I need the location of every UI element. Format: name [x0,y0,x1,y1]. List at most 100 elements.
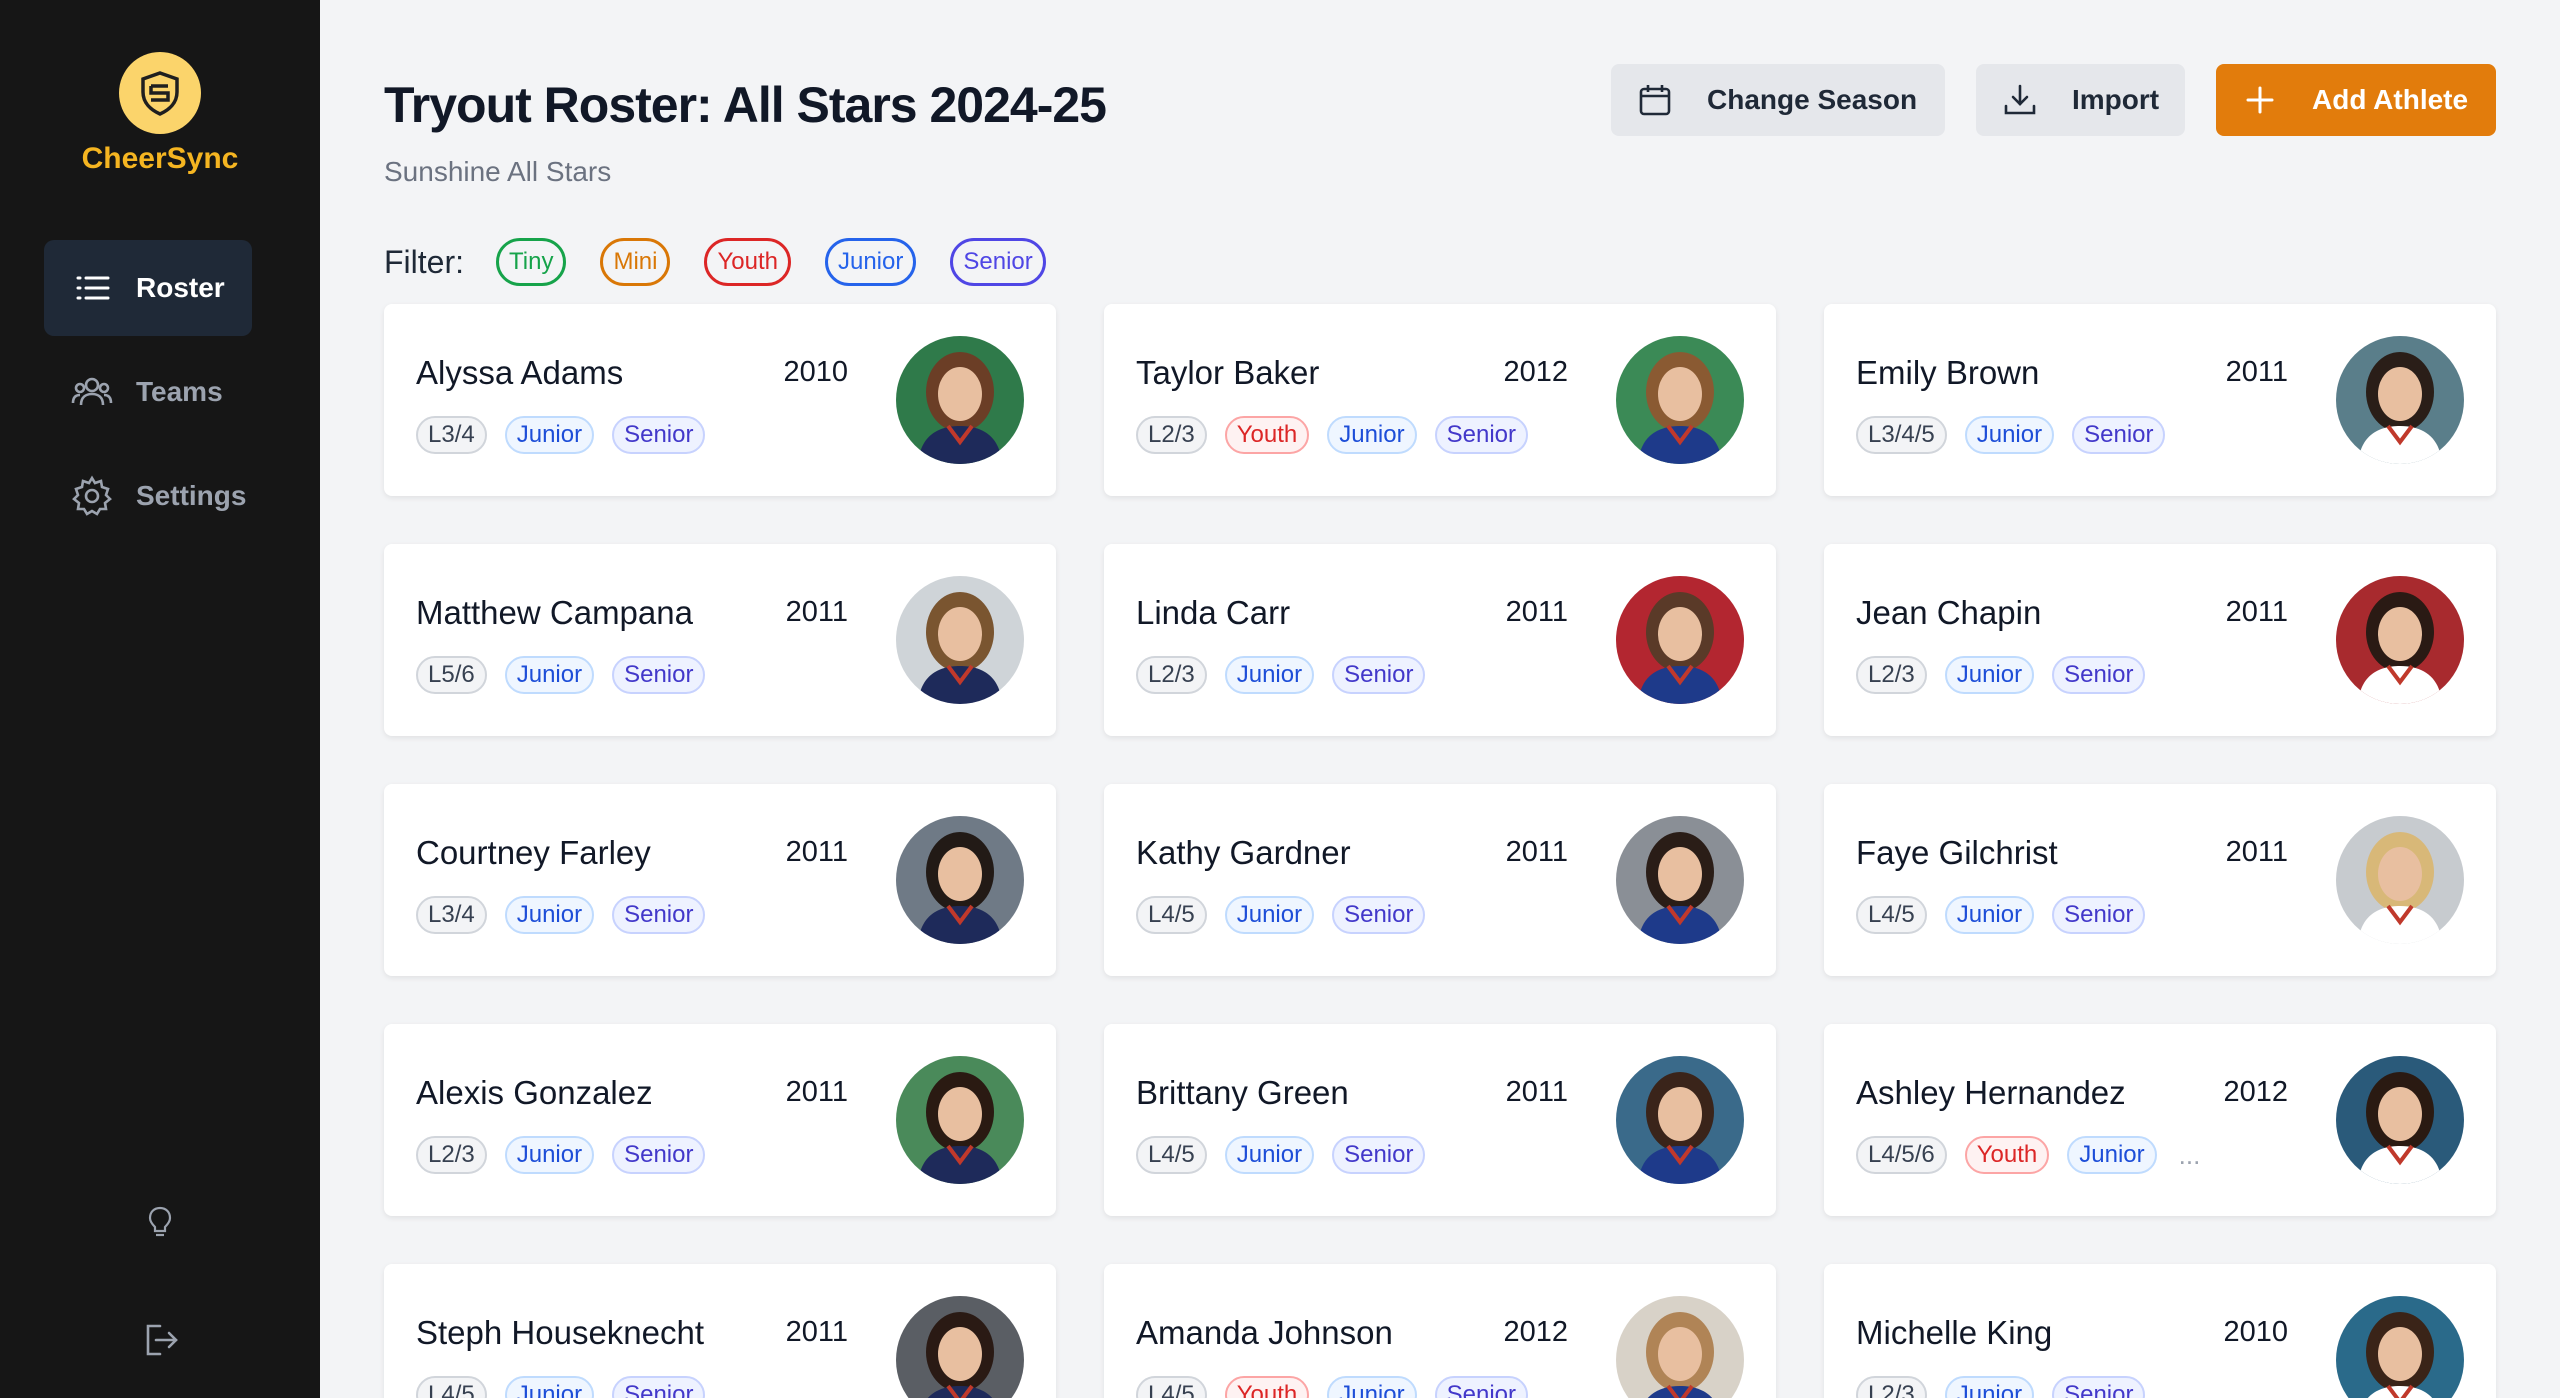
athlete-name: Linda Carr [1136,594,1291,631]
athlete-tags: L3/4 Junior Senior [416,416,723,454]
athlete-tags: L4/5 Youth Junior Senior [1136,1376,1546,1398]
filter-chip-senior[interactable]: Senior [950,238,1046,286]
athlete-avatar [1616,816,1744,944]
athlete-tags: L3/4/5 Junior Senior [1856,416,2183,454]
filter-chip-mini[interactable]: Mini [600,238,671,286]
athlete-card[interactable]: Linda Carr 2011 L2/3 Junior Senior [1104,544,1776,736]
athlete-name: Alexis Gonzalez [416,1074,653,1111]
athlete-avatar [2336,1056,2464,1184]
app-logo[interactable]: CheerSync [0,52,320,176]
division-badge: Junior [1224,1136,1315,1174]
athlete-tags: L2/3 Junior Senior [1856,656,2163,694]
division-badge: Senior [2052,1376,2146,1398]
sidebar-nav: Roster Teams Settings [44,240,252,552]
athlete-birth-year: 2011 [1505,1076,1568,1108]
athlete-card[interactable]: Jean Chapin 2011 L2/3 Junior Senior [1824,544,2496,736]
athlete-birth-year: 2011 [785,1316,848,1348]
athlete-tags: L2/3 Junior Senior [1136,656,1443,694]
athlete-card[interactable]: Matthew Campana 2011 L5/6 Junior Senior [384,544,1056,736]
athlete-tags: L4/5/6 Youth Junior... [1856,1136,2200,1174]
change-season-button[interactable]: Change Season [1611,64,1945,136]
more-badges-indicator[interactable]: ... [2178,1139,2201,1170]
athlete-card[interactable]: Alyssa Adams 2010 L3/4 Junior Senior [384,304,1056,496]
athlete-birth-year: 2011 [2225,356,2288,388]
athlete-birth-year: 2011 [785,596,848,628]
division-badge: Junior [504,656,595,694]
athlete-tags: L2/3 Junior Senior [416,1136,723,1174]
level-badge: L2/3 [1856,1376,1927,1398]
athlete-card[interactable]: Brittany Green 2011 L4/5 Junior Senior [1104,1024,1776,1216]
plus-icon [2240,80,2280,120]
division-badge: Junior [1964,416,2055,454]
list-icon [70,266,114,310]
athlete-birth-year: 2012 [2223,1076,2288,1108]
level-badge: L2/3 [1136,416,1207,454]
sidebar-item-label: Teams [136,376,223,407]
sidebar-item-settings[interactable]: Settings [44,448,252,544]
athlete-card[interactable]: Amanda Johnson 2012 L4/5 Youth Junior Senior [1104,1264,1776,1398]
athlete-name: Alyssa Adams [416,354,624,391]
division-badge: Senior [612,416,706,454]
level-badge: L2/3 [416,1136,487,1174]
athlete-card[interactable]: Kathy Gardner 2011 L4/5 Junior Senior [1104,784,1776,976]
athlete-card[interactable]: Michelle King 2010 L2/3 Junior Senior [1824,1264,2496,1398]
athlete-name: Michelle King [1856,1314,2053,1351]
athlete-birth-year: 2011 [785,836,848,868]
logout-icon[interactable] [140,1320,180,1360]
athlete-name: Brittany Green [1136,1074,1349,1111]
page-title: Tryout Roster: All Stars 2024-25 [384,77,1107,133]
athlete-avatar [896,336,1024,464]
division-badge: Senior [1332,896,1426,934]
athlete-name: Ashley Hernandez [1856,1074,2126,1111]
change-season-label: Change Season [1707,84,1918,115]
athlete-tags: L4/5 Junior Senior [1136,896,1443,934]
level-badge: L4/5 [416,1376,487,1398]
athlete-avatar [896,1296,1024,1398]
athlete-grid: Alyssa Adams 2010 L3/4 Junior Senior Taylor B… [384,304,2496,1398]
filter-label: Filter: [384,243,464,280]
level-badge: L4/5 [1136,896,1207,934]
division-badge: Junior [504,416,595,454]
sidebar-item-teams[interactable]: Teams [44,344,252,440]
lightbulb-icon[interactable] [140,1202,180,1242]
division-badge: Senior [1332,656,1426,694]
division-badge: Youth [1964,1136,2050,1174]
athlete-birth-year: 2011 [2225,596,2288,628]
athlete-tags: L5/6 Junior Senior [416,656,723,694]
import-label: Import [2072,84,2160,115]
athlete-name: Kathy Gardner [1136,834,1351,871]
division-badge: Youth [1224,416,1310,454]
athlete-avatar [896,816,1024,944]
users-icon [70,370,114,414]
athlete-card[interactable]: Emily Brown 2011 L3/4/5 Junior Senior [1824,304,2496,496]
athlete-card[interactable]: Taylor Baker 2012 L2/3 Youth Junior Senior [1104,304,1776,496]
filter-chip-youth[interactable]: Youth [704,238,791,286]
filter-chip-junior[interactable]: Junior [824,238,917,286]
download-icon [2000,80,2040,120]
athlete-name: Faye Gilchrist [1856,834,2058,871]
athlete-avatar [2336,816,2464,944]
filter-chip-tiny[interactable]: Tiny [496,238,567,286]
division-badge: Senior [2072,416,2166,454]
calendar-icon [1635,80,1675,120]
add-athlete-button[interactable]: Add Athlete [2216,64,2496,136]
athlete-card[interactable]: Ashley Hernandez 2012 L4/5/6 Youth Junior... [1824,1024,2496,1216]
athlete-name: Jean Chapin [1856,594,2042,631]
division-badge: Junior [1327,416,1417,454]
athlete-card[interactable]: Alexis Gonzalez 2011 L2/3 Junior Senior [384,1024,1056,1216]
athlete-birth-year: 2012 [1503,1316,1568,1348]
athlete-tags: L4/5 Junior Senior [1136,1136,1443,1174]
level-badge: L3/4/5 [1856,416,1947,454]
sidebar-item-roster[interactable]: Roster [44,240,252,336]
gear-icon [70,474,114,518]
page-subtitle: Sunshine All Stars [384,156,612,187]
level-badge: L2/3 [1136,656,1207,694]
athlete-card[interactable]: Faye Gilchrist 2011 L4/5 Junior Senior [1824,784,2496,976]
level-badge: L4/5 [1136,1136,1207,1174]
import-button[interactable]: Import [1976,64,2185,136]
athlete-card[interactable]: Courtney Farley 2011 L3/4 Junior Senior [384,784,1056,976]
athlete-birth-year: 2011 [1505,596,1568,628]
athlete-card[interactable]: Steph Houseknecht 2011 L4/5 Junior Senior [384,1264,1056,1398]
division-badge: Youth [1224,1376,1310,1398]
athlete-tags: L3/4 Junior Senior [416,896,723,934]
